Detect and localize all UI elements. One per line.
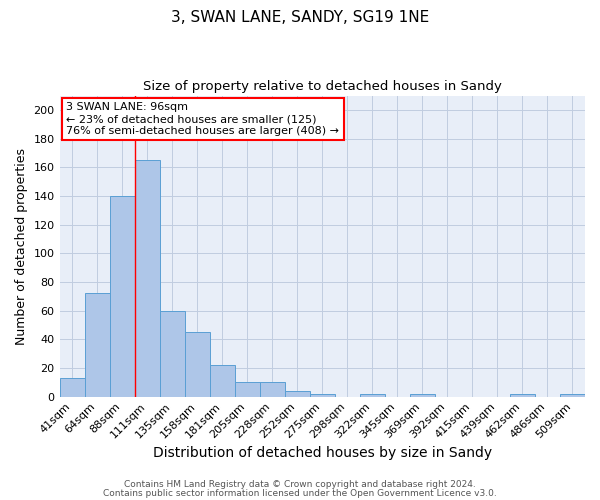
Bar — [134, 160, 160, 396]
Bar — [59, 378, 85, 396]
Y-axis label: Number of detached properties: Number of detached properties — [15, 148, 28, 344]
Bar — [185, 332, 209, 396]
Bar — [360, 394, 385, 396]
Bar — [85, 294, 110, 397]
Bar — [235, 382, 260, 396]
Bar — [260, 382, 285, 396]
Text: 3, SWAN LANE, SANDY, SG19 1NE: 3, SWAN LANE, SANDY, SG19 1NE — [171, 10, 429, 25]
Text: Contains public sector information licensed under the Open Government Licence v3: Contains public sector information licen… — [103, 489, 497, 498]
Bar — [560, 394, 585, 396]
Bar — [160, 310, 185, 396]
X-axis label: Distribution of detached houses by size in Sandy: Distribution of detached houses by size … — [153, 446, 492, 460]
Text: 3 SWAN LANE: 96sqm
← 23% of detached houses are smaller (125)
76% of semi-detach: 3 SWAN LANE: 96sqm ← 23% of detached hou… — [67, 102, 340, 136]
Bar — [410, 394, 435, 396]
Bar — [285, 391, 310, 396]
Bar — [310, 394, 335, 396]
Bar — [110, 196, 134, 396]
Bar — [209, 365, 235, 396]
Bar — [510, 394, 535, 396]
Title: Size of property relative to detached houses in Sandy: Size of property relative to detached ho… — [143, 80, 502, 93]
Text: Contains HM Land Registry data © Crown copyright and database right 2024.: Contains HM Land Registry data © Crown c… — [124, 480, 476, 489]
